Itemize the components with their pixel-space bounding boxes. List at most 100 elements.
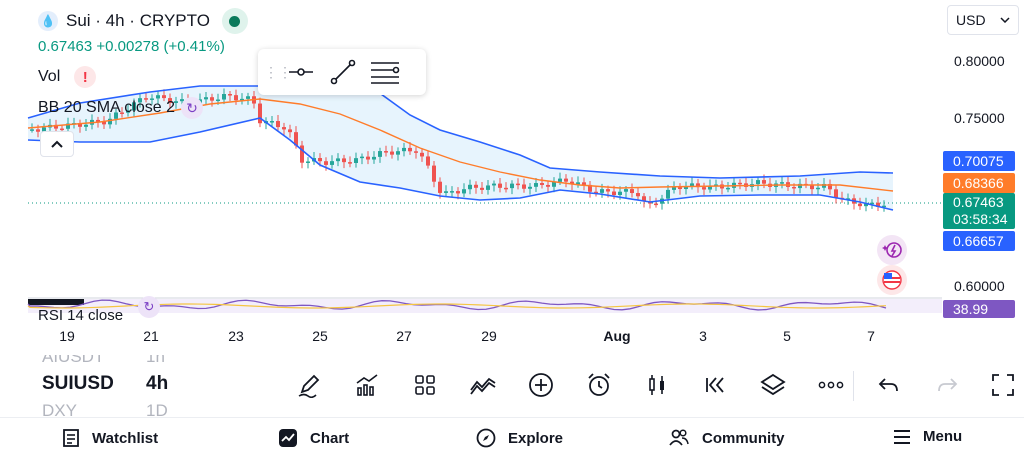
candle-body [426,156,430,166]
volume-legend[interactable]: Vol ! [38,66,97,88]
chart-icon [279,429,297,447]
candle-body [120,112,124,114]
candle-body [738,182,742,185]
candle-body [366,156,370,160]
symbol-picker[interactable]: AIUSDT 1h SUIUSD 4h DXY 1D [42,355,202,417]
price-chart[interactable]: 19 21 23 25 27 29 Aug 3 5 7 [0,0,1024,355]
ai-sparkle-icon[interactable] [877,235,907,265]
time-axis-label: 23 [228,328,244,344]
candle-body [108,118,112,125]
bb-upper-band [27,84,894,179]
redo-icon[interactable] [930,367,964,403]
indicators-icon[interactable] [338,367,396,403]
candle-body [516,183,520,186]
more-drawing-tools-icon[interactable] [368,55,402,89]
candle-body [138,98,142,103]
symbol-title: Sui · 4h · CRYPTO [66,11,210,30]
layouts-icon[interactable] [396,367,454,403]
undo-icon[interactable] [872,367,906,403]
nav-chart[interactable]: Chart [278,428,349,448]
bb-fill-area [28,85,893,210]
symbol-row-prev[interactable]: AIUSDT 1h [42,355,165,367]
candle-body [624,189,628,192]
nav-explore[interactable]: Explore [476,428,563,448]
candle-body [96,119,100,122]
candle-body [204,97,208,100]
rsi-legend[interactable]: RSI 14 close [38,307,123,324]
candle-body [336,158,340,162]
symbol-row-current[interactable]: SUIUSD 4h [42,373,168,395]
candle-body [522,184,526,189]
warning-icon[interactable]: ! [74,66,97,88]
candles-icon[interactable] [628,367,686,403]
symbol-row-next[interactable]: DXY 1D [42,401,168,417]
candle-body [570,181,574,185]
chevron-down-icon [1000,17,1010,23]
time-axis-label: 3 [699,328,707,344]
add-icon[interactable] [512,367,570,403]
candle-body [642,196,646,202]
horizontal-line-icon[interactable] [284,55,318,89]
toolbar-divider [853,371,854,401]
more-icon[interactable] [802,367,860,403]
candle-body [282,127,286,130]
candle-body [168,98,172,103]
candle-body [318,158,322,162]
symbol-legend[interactable]: 💧 Sui · 4h · CRYPTO [38,8,248,34]
bottom-toolbar: AIUSDT 1h SUIUSD 4h DXY 1D [0,355,1024,417]
loading-icon: ↻ [180,97,203,119]
candle-body [846,198,850,200]
nav-menu[interactable]: Menu [893,428,962,445]
trend-line-icon[interactable] [326,55,360,89]
candle-body [414,151,418,153]
candle-body [126,110,130,113]
currency-value: USD [956,12,986,28]
candle-body [396,151,400,155]
candle-body [654,203,658,206]
candle-body [360,156,364,159]
drag-handle-icon[interactable]: ⋮⋮ [264,63,292,80]
sui-logo-icon: 💧 [38,11,58,31]
time-axis-label: 27 [396,328,412,344]
candle-body [714,184,718,186]
candle-body [576,182,580,185]
pen-icon[interactable] [280,367,338,403]
layers-icon[interactable] [744,367,802,403]
symbol-interval: 1D [146,401,168,417]
candle-body [672,187,676,190]
time-axis-label: 29 [481,328,497,344]
alert-clock-icon[interactable] [570,367,628,403]
chart-area[interactable]: 19 21 23 25 27 29 Aug 3 5 7 💧 Sui · 4h · CRYPTO 0… [0,0,1024,355]
rsi-line [27,299,887,311]
candle-body [882,205,886,208]
us-flag-icon[interactable] [877,265,907,295]
symbol-interval: 4h [146,373,169,394]
candle-body [240,98,244,101]
candle-body [438,181,442,193]
candle-body [666,189,670,199]
market-status-icon[interactable] [221,8,248,34]
candle-body [78,123,82,127]
rsi-cutoff [28,299,84,305]
nav-watchlist[interactable]: Watchlist [62,428,158,448]
candle-body [432,165,436,182]
candle-body [462,189,466,194]
bb-basis-tag: 0.68366 [943,173,1015,193]
bb-upper-tag: 0.70075 [943,151,1015,171]
replay-icon[interactable] [686,367,744,403]
fullscreen-icon[interactable] [986,367,1020,403]
bb-legend[interactable]: BB 20 SMA close 2 ↻ [38,97,203,119]
compare-icon[interactable] [454,367,512,403]
nav-label: Watchlist [92,429,159,447]
candle-body [858,203,862,207]
collapse-legend-button[interactable] [40,131,74,157]
candle-body [42,127,46,132]
currency-select[interactable]: USD [947,5,1019,35]
nav-label: Community [702,429,785,447]
candle-body [552,181,556,187]
candle-body [630,189,634,194]
nav-community[interactable]: Community [668,428,785,448]
candle-body [810,184,814,190]
candle-body [498,183,502,188]
drawing-toolbar[interactable]: ⋮⋮ [258,49,426,95]
